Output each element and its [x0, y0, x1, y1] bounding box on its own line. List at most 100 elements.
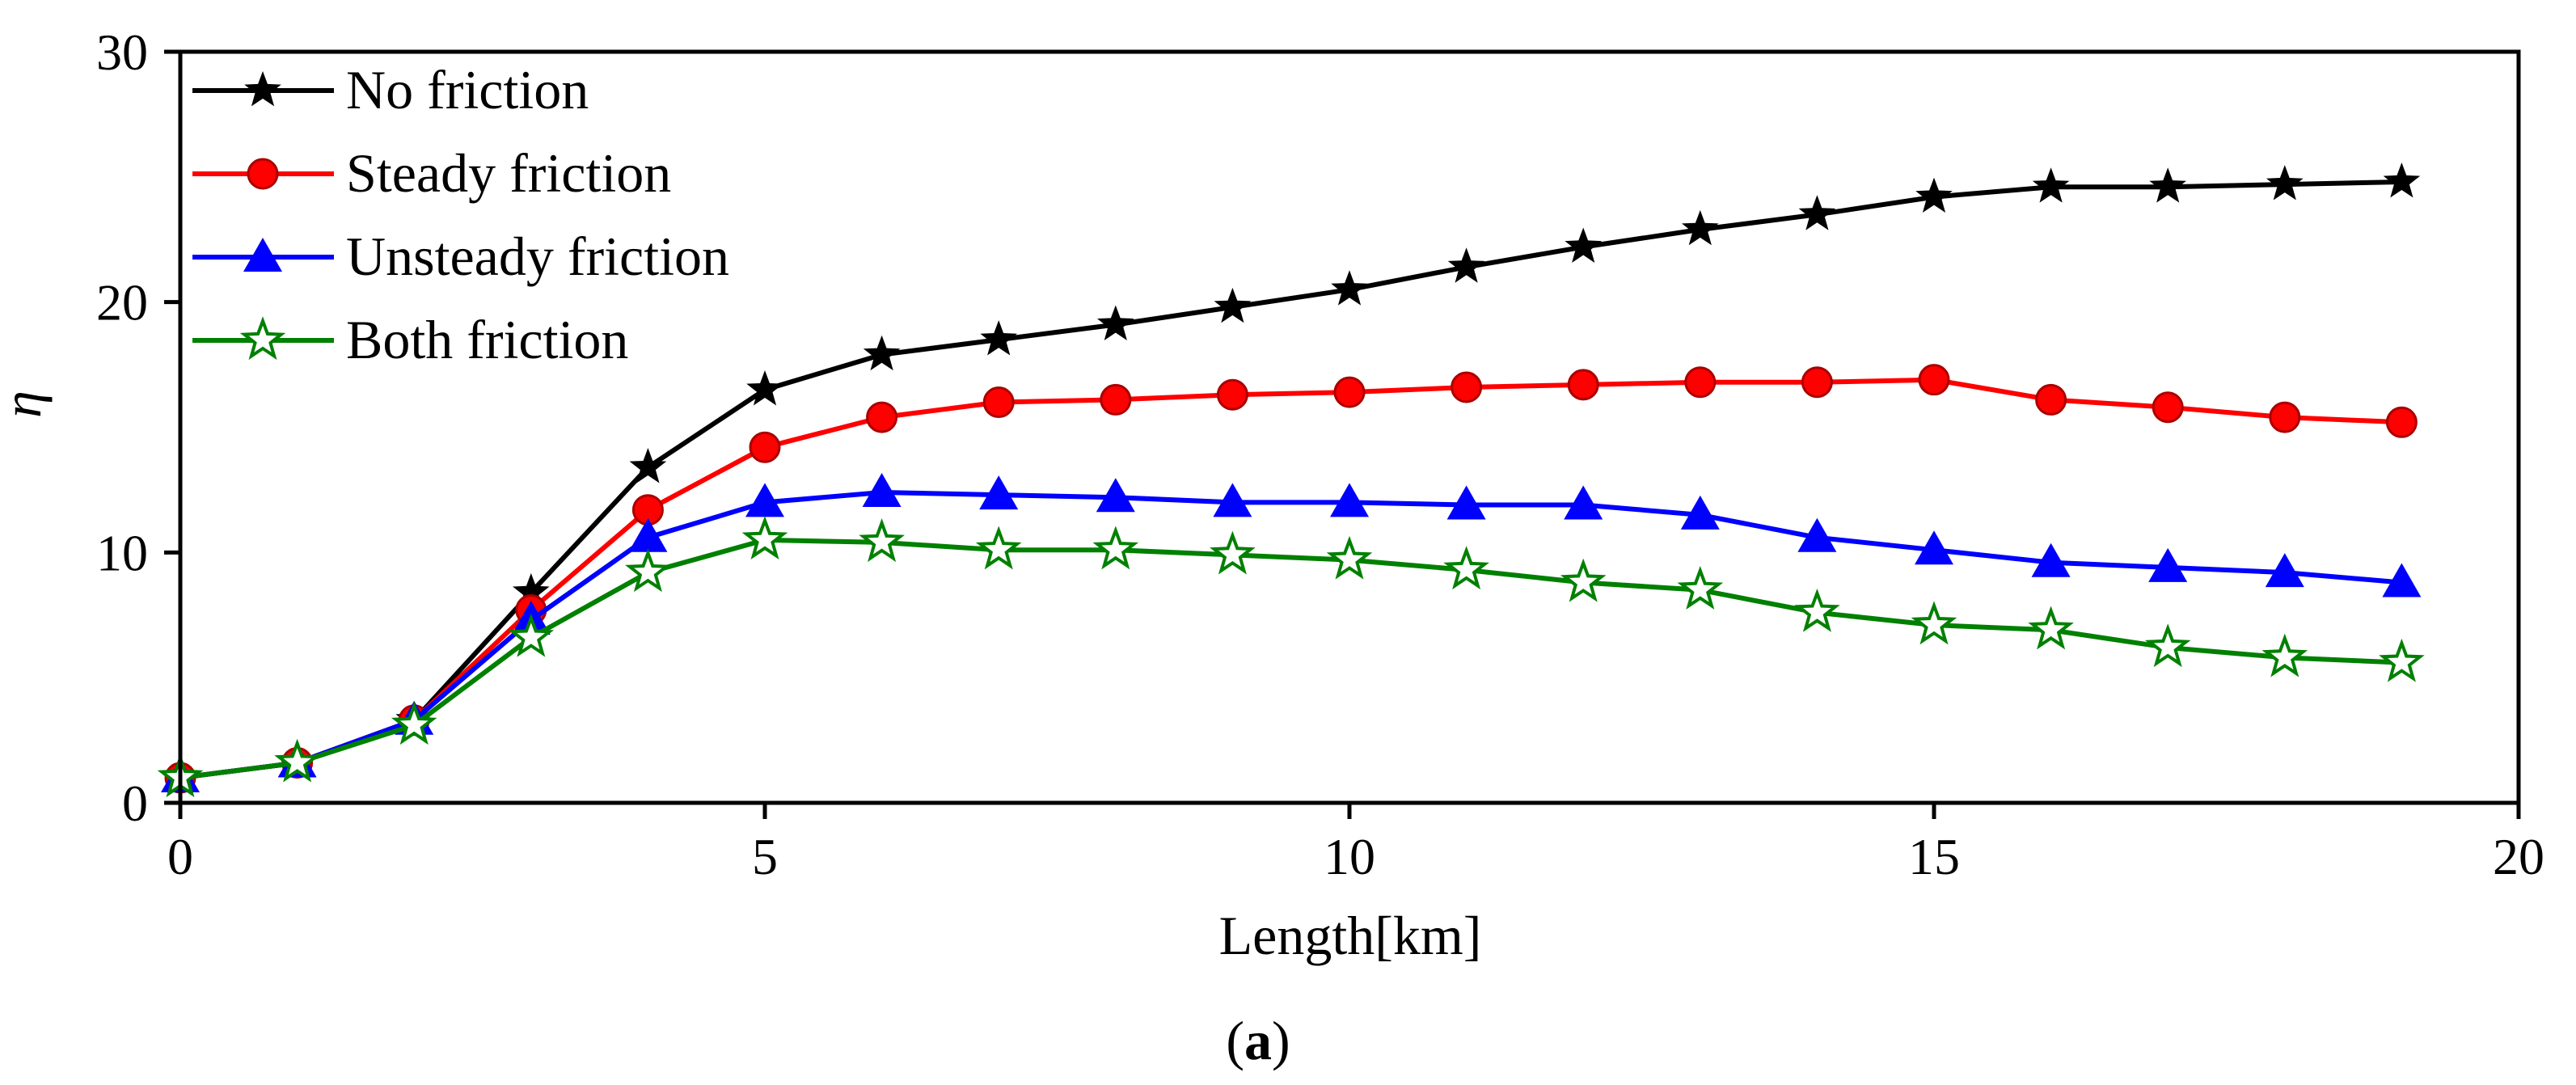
caption-close: )	[1272, 1010, 1290, 1071]
data-point-no-friction	[2383, 163, 2421, 198]
legend-label-both-friction: Both friction	[346, 309, 628, 370]
data-point-both-friction	[274, 738, 320, 783]
legend-marker-unsteady-friction	[243, 238, 282, 272]
series-line-steady-friction	[179, 377, 2402, 780]
data-point-both-friction	[859, 518, 905, 563]
data-point-no-friction	[746, 370, 783, 406]
data-point-both-friction	[1560, 558, 1607, 602]
legend-label-unsteady-friction: Unsteady friction	[346, 226, 729, 287]
data-point-steady-friction	[1216, 378, 1248, 411]
data-point-steady-friction	[866, 401, 898, 433]
data-point-steady-friction	[1684, 366, 1717, 399]
data-point-steady-friction	[2035, 383, 2067, 416]
data-point-steady-friction	[2385, 406, 2418, 438]
data-point-both-friction	[1911, 601, 1957, 645]
data-point-unsteady-friction	[2148, 547, 2188, 582]
data-point-both-friction	[2379, 638, 2425, 682]
data-point-steady-friction	[1801, 366, 1833, 399]
legend-item-unsteady-friction: Unsteady friction	[192, 226, 729, 287]
x-tick-label: 15	[1908, 828, 1960, 885]
data-point-no-friction	[1447, 247, 1485, 283]
data-point-no-friction	[629, 448, 667, 483]
caption-label: a	[1244, 1010, 1272, 1071]
y-tick-label: 0	[122, 775, 148, 832]
data-point-no-friction	[2032, 167, 2070, 203]
data-point-unsteady-friction	[1446, 485, 1486, 520]
data-point-steady-friction	[1567, 369, 1599, 401]
data-point-unsteady-friction	[1096, 478, 1135, 513]
data-point-no-friction	[1915, 177, 1953, 213]
x-tick-label: 10	[1324, 828, 1375, 885]
data-point-steady-friction	[1100, 383, 1132, 416]
data-point-steady-friction	[2269, 401, 2301, 433]
series-line-unsteady-friction	[179, 490, 2402, 780]
y-axis-title: η	[0, 391, 53, 418]
series-line-no-friction	[179, 179, 2402, 780]
data-point-both-friction	[1326, 535, 1373, 580]
data-point-steady-friction	[1918, 364, 1950, 396]
data-point-no-friction	[2266, 165, 2304, 201]
legend-label-steady-friction: Steady friction	[346, 142, 671, 204]
legend-item-no-friction: No friction	[192, 59, 589, 120]
data-point-no-friction	[863, 335, 901, 371]
y-tick-label: 10	[96, 524, 148, 581]
data-point-unsteady-friction	[628, 517, 668, 552]
data-point-no-friction	[513, 572, 550, 609]
data-point-unsteady-friction	[1564, 485, 1603, 520]
data-point-unsteady-friction	[1915, 530, 1953, 565]
y-tick-label: 20	[96, 274, 148, 331]
data-point-unsteady-friction	[1213, 483, 1252, 517]
data-point-both-friction	[625, 548, 671, 593]
data-point-both-friction	[1210, 530, 1256, 575]
series-both-friction	[157, 516, 2425, 798]
data-point-steady-friction	[2152, 391, 2184, 424]
data-point-unsteady-friction	[1680, 495, 1720, 530]
data-point-unsteady-friction	[2031, 542, 2071, 577]
data-point-both-friction	[1794, 588, 1840, 632]
data-point-both-friction	[975, 526, 1022, 570]
series-steady-friction	[164, 364, 2418, 794]
caption-open: (	[1226, 1010, 1244, 1071]
legend-label-no-friction: No friction	[346, 59, 589, 120]
data-point-no-friction	[1798, 195, 1836, 230]
data-point-both-friction	[391, 701, 437, 745]
legend-marker-both-friction	[239, 316, 286, 361]
data-point-both-friction	[2144, 623, 2191, 668]
data-point-unsteady-friction	[1330, 483, 1369, 517]
data-point-no-friction	[1682, 209, 1719, 246]
data-point-unsteady-friction	[1797, 517, 1837, 552]
data-point-no-friction	[1214, 287, 1252, 323]
data-point-no-friction	[980, 320, 1017, 356]
data-point-steady-friction	[1451, 371, 1483, 403]
data-point-no-friction	[1565, 227, 1602, 263]
series-layer	[157, 163, 2425, 798]
data-point-both-friction	[741, 516, 788, 559]
data-point-unsteady-friction	[2265, 553, 2304, 588]
legend: No friction Steady friction Unsteady frict…	[192, 59, 729, 370]
data-point-steady-friction	[1333, 376, 1366, 408]
x-tick-label: 0	[167, 828, 193, 885]
legend-marker-no-friction	[244, 71, 281, 107]
data-point-both-friction	[1677, 566, 1724, 610]
series-line-both-friction	[179, 537, 2402, 780]
data-point-unsteady-friction	[862, 473, 902, 508]
data-point-steady-friction	[982, 386, 1015, 419]
legend-item-both-friction: Both friction	[192, 309, 628, 370]
data-point-both-friction	[1443, 546, 1489, 590]
data-point-both-friction	[2261, 633, 2308, 678]
data-point-both-friction	[1092, 526, 1139, 570]
y-tick-label: 30	[96, 23, 148, 81]
data-point-steady-friction	[749, 431, 781, 463]
data-point-no-friction	[1097, 305, 1134, 340]
x-tick-label: 20	[2493, 828, 2544, 885]
data-point-unsteady-friction	[745, 483, 784, 517]
data-point-unsteady-friction	[979, 475, 1019, 510]
data-point-both-friction	[2028, 606, 2074, 650]
data-point-both-friction	[508, 613, 555, 657]
data-point-no-friction	[1331, 270, 1368, 306]
data-point-no-friction	[2149, 167, 2186, 203]
figure-caption: (a)	[1226, 1010, 1290, 1071]
legend-item-steady-friction: Steady friction	[192, 142, 671, 204]
x-tick-label: 5	[752, 828, 778, 885]
